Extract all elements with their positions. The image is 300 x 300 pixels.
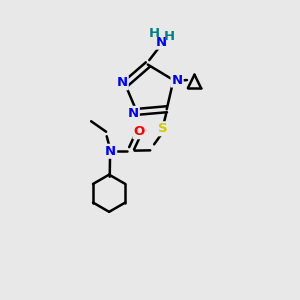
Text: N: N [117, 76, 128, 89]
Text: N: N [128, 107, 139, 120]
Text: S: S [158, 122, 168, 135]
Text: H: H [164, 30, 175, 43]
Text: N: N [156, 36, 167, 49]
Text: N: N [105, 145, 116, 158]
Text: O: O [134, 125, 145, 138]
Text: N: N [172, 74, 183, 86]
Text: H: H [149, 27, 160, 40]
